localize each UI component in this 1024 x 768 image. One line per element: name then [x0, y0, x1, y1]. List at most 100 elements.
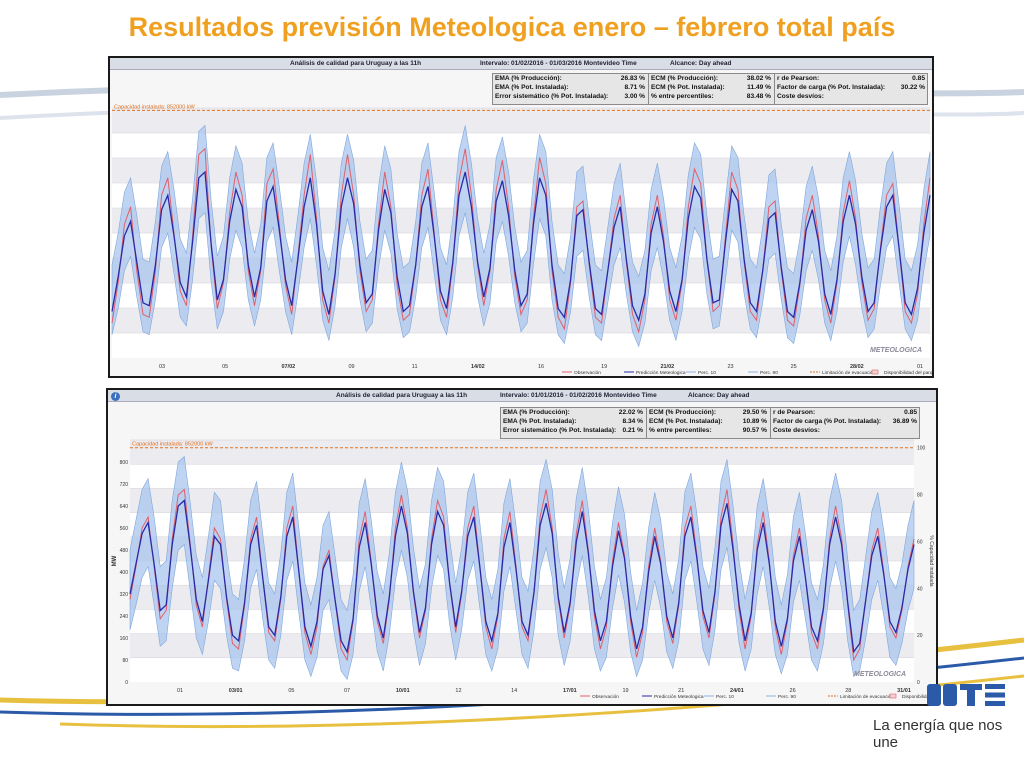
- prediction-line: [129, 499, 915, 654]
- x-tick-label: 19: [601, 364, 607, 370]
- x-tick-label: 28/02: [850, 364, 864, 370]
- legend-label: Disponibilidad del parque: [884, 370, 932, 376]
- legend-label: Perc. 90: [760, 370, 778, 376]
- x-tick-label: 05: [288, 688, 294, 694]
- y-tick-label: 160: [120, 636, 129, 642]
- grid-band: [112, 108, 930, 133]
- x-tick-label: 01: [177, 688, 183, 694]
- stat-label: ECM (% Pot. Instalada):: [649, 418, 723, 425]
- x-tick-label: 21: [678, 688, 684, 694]
- stat-value: 11.49 %: [747, 84, 771, 91]
- y2-tick-label: 40: [917, 586, 923, 592]
- stat-value: 0.85: [912, 75, 925, 82]
- stat-label: Factor de carga (% Pot. Instalada):: [777, 84, 886, 91]
- x-tick-label: 21/02: [660, 364, 674, 370]
- chart-interval: Intervalo: 01/01/2016 - 01/02/2016 Monte…: [500, 392, 657, 399]
- x-tick-label: 28: [845, 688, 851, 694]
- stats-column: ECM (% Producción): 29.50 % ECM (% Pot. I…: [647, 409, 769, 436]
- stat-value: 8.71 %: [624, 84, 645, 91]
- capacity-label: Capacidad instalada: 852000 kW: [132, 442, 214, 448]
- stat-label: EMA (% Pot. Instalada):: [495, 84, 569, 91]
- stats-box: EMA (% Producción): 22.02 % EMA (% Pot. I…: [500, 407, 920, 439]
- x-tick-label: 24/01: [730, 688, 744, 694]
- x-tick-label: 26: [790, 688, 796, 694]
- stat-label: Error sistemático (% Pot. Instalada):: [503, 427, 617, 434]
- stat-value: 8.34 %: [622, 418, 643, 425]
- y-tick-label: 80: [122, 658, 128, 664]
- chart-interval: Intervalo: 01/02/2016 - 01/03/2016 Monte…: [480, 60, 637, 67]
- stat-value: 0.85: [904, 409, 917, 416]
- y-tick-label: 800: [120, 460, 129, 466]
- stat-label: Coste desvíos:: [777, 93, 824, 100]
- y-tick-label: 560: [120, 526, 129, 532]
- legend-label: Predicción Meteologica: [654, 694, 704, 700]
- legend-swatch: [871, 369, 879, 375]
- chart-title: Análisis de calidad para Uruguay a las 1…: [290, 60, 422, 67]
- stats-column: ECM (% Producción): 38.02 % ECM (% Pot. I…: [649, 75, 773, 102]
- x-tick-label: 31/01: [897, 688, 911, 694]
- x-tick-label: 03: [159, 364, 165, 370]
- x-tick-label: 09: [348, 364, 354, 370]
- x-tick-label: 14: [511, 688, 517, 694]
- y2-tick-label: 100: [917, 446, 926, 452]
- stat-value: 26.83 %: [620, 75, 645, 82]
- y-axis-label: MW: [112, 555, 118, 566]
- x-tick-label: 03/01: [229, 688, 243, 694]
- stats-column: EMA (% Producción): 22.02 % EMA (% Pot. I…: [501, 409, 645, 436]
- stat-value: 3.00 %: [624, 93, 645, 100]
- y-tick-label: 240: [120, 614, 129, 620]
- stat-value: 29.50 %: [742, 409, 767, 416]
- stat-value: 22.02 %: [618, 409, 643, 416]
- y-tick-label: 0: [125, 680, 128, 686]
- y2-tick-label: 60: [917, 539, 923, 545]
- legend-label: Limitación de evacuación: [822, 370, 876, 376]
- legend-label: Limitación de evacuación: [840, 694, 894, 700]
- stat-value: 10.89 %: [742, 418, 767, 425]
- y2-axis-label: % Capacidad instalada: [928, 535, 934, 586]
- y-tick-label: 720: [120, 482, 129, 488]
- chart-panel-january: i Análisis de calidad para Uruguay a las…: [106, 388, 938, 706]
- stat-label: Error sistemático (% Pot. Instalada):: [495, 93, 609, 100]
- chart-title: Análisis de calidad para Uruguay a las 1…: [336, 392, 468, 399]
- info-icon[interactable]: i: [111, 392, 120, 401]
- legend-label: Perc. 90: [778, 694, 796, 700]
- grid-band: [130, 488, 914, 513]
- observation-line: [111, 147, 931, 334]
- stat-label: Factor de carga (% Pot. Instalada):: [773, 418, 882, 425]
- legend-label: Predicción Meteologica: [636, 370, 686, 376]
- stat-value: 90.57 %: [742, 427, 767, 434]
- x-tick-label: 07/02: [281, 364, 295, 370]
- y-tick-label: 400: [120, 570, 129, 576]
- chart-alcance: Alcance: Day ahead: [670, 60, 732, 67]
- chart-titlebar: i Análisis de calidad para Uruguay a las…: [108, 390, 936, 402]
- x-tick-label: 05: [222, 364, 228, 370]
- grid-band: [112, 158, 930, 183]
- stat-value: 30.22 %: [900, 84, 925, 91]
- stat-label: % entre percentiles:: [649, 427, 712, 434]
- stat-label: EMA (% Pot. Instalada):: [503, 418, 577, 425]
- stat-label: EMA (% Producción):: [495, 75, 562, 82]
- chart-panel-february: Análisis de calidad para Uruguay a las 1…: [108, 56, 934, 378]
- stat-label: EMA (% Producción):: [503, 409, 570, 416]
- stat-value: 83.48 %: [746, 93, 771, 100]
- y2-tick-label: 80: [917, 493, 923, 499]
- legend-swatch: [889, 693, 897, 699]
- legend-label: Observación: [574, 370, 601, 376]
- y-tick-label: 640: [120, 504, 129, 510]
- x-tick-label: 11: [412, 364, 418, 370]
- legend-label: Observación: [592, 694, 619, 700]
- slide-title: Resultados previsión Meteologica enero –…: [128, 12, 896, 42]
- y-tick-label: 320: [120, 592, 129, 598]
- x-tick-label: 17/01: [563, 688, 577, 694]
- stat-label: ECM (% Pot. Instalada):: [651, 84, 725, 91]
- chart-alcance: Alcance: Day ahead: [688, 392, 750, 399]
- y2-tick-label: 20: [917, 633, 923, 639]
- x-tick-label: 14/02: [471, 364, 485, 370]
- watermark-label: METEOLOGICA: [870, 347, 922, 354]
- prediction-line: [111, 170, 931, 323]
- x-tick-label: 23: [727, 364, 733, 370]
- stats-column: r de Pearson: 0.85 Factor de carga (% Pot…: [775, 75, 927, 102]
- legend-label: Perc. 10: [698, 370, 716, 376]
- stat-label: r de Pearson:: [773, 409, 816, 416]
- stats-column: EMA (% Producción): 26.83 % EMA (% Pot. I…: [493, 75, 647, 102]
